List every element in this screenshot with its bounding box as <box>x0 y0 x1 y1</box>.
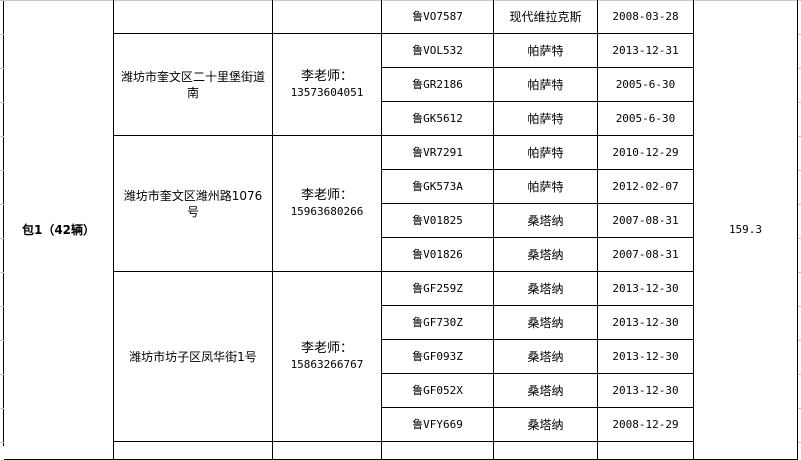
table-border <box>3 0 4 446</box>
date-cell[interactable]: 2013-12-30 <box>598 340 694 374</box>
plate-cell[interactable]: 鲁V01825 <box>382 204 494 238</box>
model-cell[interactable]: 帕萨特 <box>494 170 598 204</box>
date-cell[interactable]: 2013-12-30 <box>598 306 694 340</box>
package-cell[interactable]: 包1（42辆） <box>4 0 114 460</box>
grid-line <box>0 442 4 443</box>
grid-line <box>0 306 4 307</box>
date-cell[interactable]: 2013-12-30 <box>598 272 694 306</box>
grid-line <box>0 340 4 341</box>
grid-line <box>0 204 4 205</box>
plate-cell[interactable]: 鲁VO7587 <box>382 0 494 34</box>
date-cell[interactable]: 2007-08-31 <box>598 238 694 272</box>
model-cell[interactable]: 帕萨特 <box>494 34 598 68</box>
grid-line <box>798 102 801 103</box>
plate-cell[interactable]: 鲁GF730Z <box>382 306 494 340</box>
grid-line <box>798 306 801 307</box>
plate-cell[interactable]: 鲁GK5612 <box>382 102 494 136</box>
grid-line <box>0 272 4 273</box>
grid-line <box>798 408 801 409</box>
plate-cell[interactable]: 鲁VOL532 <box>382 34 494 68</box>
grid-line <box>798 204 801 205</box>
date-cell[interactable]: 2012-02-07 <box>598 170 694 204</box>
plate-cell[interactable]: 鲁VFY669 <box>382 408 494 442</box>
grid-line <box>798 442 801 443</box>
grid-line <box>0 136 4 137</box>
grid-line <box>0 0 801 1</box>
contact-cell[interactable] <box>273 442 382 460</box>
grid-line <box>0 170 4 171</box>
grid-line <box>0 408 4 409</box>
address-cell[interactable] <box>114 0 273 34</box>
plate-cell[interactable]: 鲁GK573A <box>382 170 494 204</box>
date-cell[interactable]: 2007-08-31 <box>598 204 694 238</box>
contact-name: 李老师： <box>300 68 353 84</box>
model-cell[interactable]: 现代维拉克斯 <box>494 0 598 34</box>
plate-cell[interactable]: 鲁GF093Z <box>382 340 494 374</box>
grid-line <box>798 238 801 239</box>
grid-line <box>0 34 4 35</box>
contact-phone: 15963680266 <box>290 204 364 218</box>
model-cell[interactable]: 桑塔纳 <box>494 238 598 272</box>
grid-line <box>0 238 4 239</box>
plate-cell[interactable]: 鲁V01826 <box>382 238 494 272</box>
grid-line <box>798 374 801 375</box>
model-cell[interactable]: 桑塔纳 <box>494 204 598 238</box>
date-cell[interactable]: 2005-6-30 <box>598 68 694 102</box>
model-cell[interactable]: 帕萨特 <box>494 102 598 136</box>
model-cell[interactable]: 桑塔纳 <box>494 306 598 340</box>
plate-cell[interactable]: 鲁GF259Z <box>382 272 494 306</box>
contact-cell[interactable] <box>273 0 382 34</box>
grid-line <box>0 374 4 375</box>
plate-cell[interactable]: 鲁GF052X <box>382 374 494 408</box>
date-cell[interactable]: 2013-12-31 <box>598 34 694 68</box>
grid-line <box>0 102 4 103</box>
contact-cell[interactable]: 李老师： 15963680266 <box>273 136 382 272</box>
address-cell[interactable] <box>114 442 273 460</box>
address-cell[interactable]: 潍坊市坊子区凤华街1号 <box>114 272 273 442</box>
date-cell[interactable]: 2010-12-29 <box>598 136 694 170</box>
model-cell[interactable] <box>494 442 598 460</box>
contact-cell[interactable]: 李老师： 13573604051 <box>273 34 382 136</box>
grid-line <box>798 272 801 273</box>
plate-cell[interactable]: 鲁VR7291 <box>382 136 494 170</box>
grid-line <box>798 136 801 137</box>
price-cell[interactable]: 159.3 <box>694 0 798 460</box>
contact-phone: 15863266767 <box>290 357 364 371</box>
plate-cell[interactable]: 鲁GR2186 <box>382 68 494 102</box>
date-cell[interactable]: 2008-12-29 <box>598 408 694 442</box>
date-cell[interactable] <box>598 442 694 460</box>
grid-line <box>798 340 801 341</box>
grid-line <box>798 68 801 69</box>
model-cell[interactable]: 桑塔纳 <box>494 408 598 442</box>
grid-line <box>798 170 801 171</box>
address-cell[interactable]: 潍坊市奎文区二十里堡街道南 <box>114 34 273 136</box>
model-cell[interactable]: 桑塔纳 <box>494 340 598 374</box>
model-cell[interactable]: 桑塔纳 <box>494 272 598 306</box>
address-cell[interactable]: 潍坊市奎文区潍州路1076号 <box>114 136 273 272</box>
grid-line <box>798 34 801 35</box>
contact-name: 李老师： <box>300 340 353 356</box>
model-cell[interactable]: 帕萨特 <box>494 68 598 102</box>
grid-line <box>0 68 4 69</box>
model-cell[interactable]: 帕萨特 <box>494 136 598 170</box>
date-cell[interactable]: 2005-6-30 <box>598 102 694 136</box>
contact-phone: 13573604051 <box>290 85 364 99</box>
contact-name: 李老师： <box>300 187 353 203</box>
contact-cell[interactable]: 李老师： 15863266767 <box>273 272 382 442</box>
plate-cell[interactable] <box>382 442 494 460</box>
model-cell[interactable]: 桑塔纳 <box>494 374 598 408</box>
date-cell[interactable]: 2013-12-30 <box>598 374 694 408</box>
date-cell[interactable]: 2008-03-28 <box>598 0 694 34</box>
